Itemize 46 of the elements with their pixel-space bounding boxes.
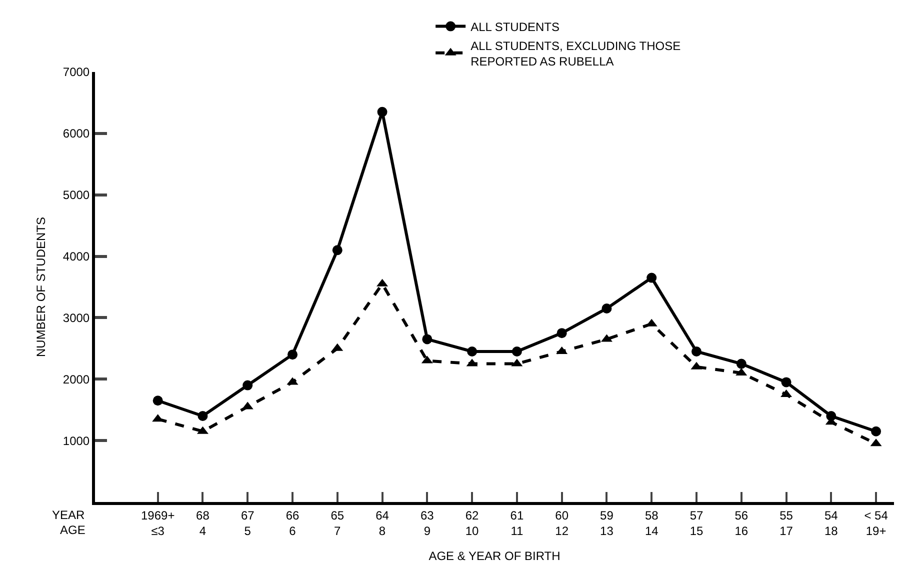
y-tick-label: 4000 <box>62 249 90 264</box>
point <box>691 346 702 356</box>
x-tick-label: 61 11 <box>510 508 524 538</box>
text: YEAR <box>52 508 86 522</box>
x-tick-label: 65 7 <box>330 508 344 538</box>
x-tick-label: 63 9 <box>420 508 434 538</box>
y-tick-label: 1000 <box>62 434 90 448</box>
point <box>512 346 522 356</box>
point <box>602 304 612 314</box>
x-tick-label: 60 12 <box>555 508 569 538</box>
x-tick-label: 62 10 <box>465 508 480 538</box>
x-tick-label: 64 8 <box>376 508 390 538</box>
legend-label: ALL STUDENTS, EXCLUDING THOSE REPORTED AS RUBELLA <box>470 38 681 68</box>
x-tick-label: 68 4 <box>196 508 210 538</box>
y-tick-label: 5000 <box>62 188 90 202</box>
point <box>152 396 163 406</box>
x-tick-label: 55 17 <box>780 508 794 538</box>
point <box>422 334 432 344</box>
x-axis-title: AGE & YEAR OF BIRTH <box>428 548 560 563</box>
point <box>781 377 792 388</box>
y-axis-title: NUMBER OF STUDENTS <box>34 216 48 358</box>
point <box>871 426 882 436</box>
text: AGE <box>60 523 86 537</box>
y-tick-label: 7000 <box>62 65 90 80</box>
point <box>242 380 253 390</box>
point <box>467 346 478 356</box>
x-tick-label: 59 13 <box>600 508 614 538</box>
legend-label: ALL STUDENTS <box>470 20 560 34</box>
x-tick-label: < 54 19+ <box>864 508 888 538</box>
point <box>332 245 342 256</box>
y-tick-label: 6000 <box>62 126 90 141</box>
point <box>377 106 388 117</box>
point <box>646 272 657 283</box>
y-tick-label: 2000 <box>62 372 90 386</box>
x-tick-label: 57 15 <box>690 508 704 538</box>
x-tick-label: 66 6 <box>286 508 300 538</box>
point <box>198 411 208 421</box>
point <box>556 328 567 338</box>
x-tick-label: 67 5 <box>240 508 255 538</box>
x-tick-label: 1969+ ≤3 <box>140 508 175 538</box>
x-tick-label: 54 18 <box>824 508 838 538</box>
x-tick-label: 58 14 <box>644 508 659 538</box>
point <box>288 350 298 360</box>
y-tick-label: 3000 <box>62 310 90 325</box>
x-tick-label: 56 16 <box>734 508 748 538</box>
point <box>736 358 746 369</box>
